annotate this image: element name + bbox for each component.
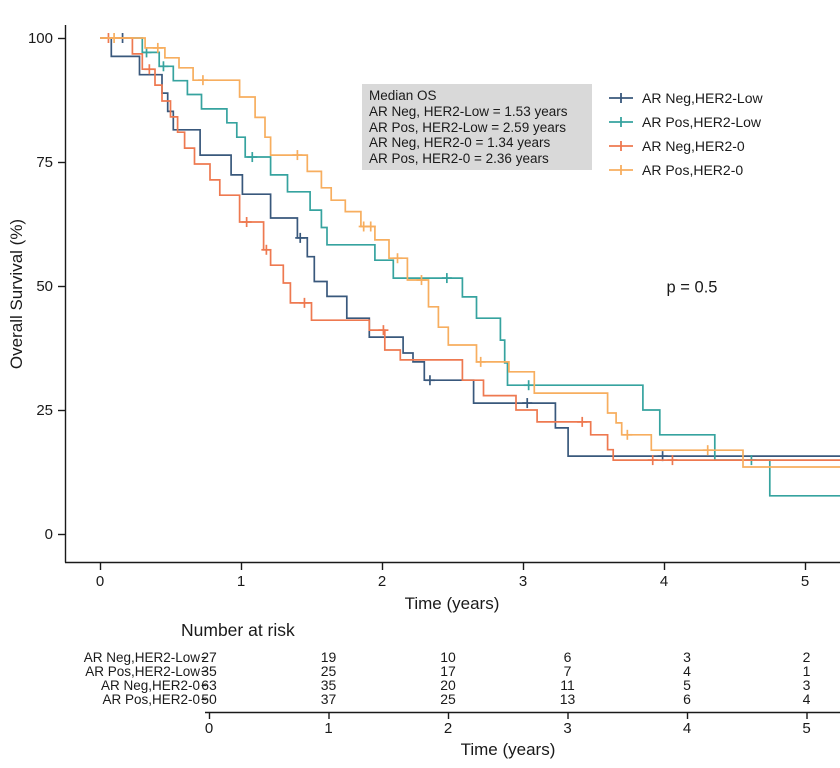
risk-count-ar-neg-her2-low-t3: 6 xyxy=(564,649,572,665)
risk-row-label-ar-neg-her2-low: AR Neg,HER2-Low xyxy=(84,650,201,665)
risk-count-ar-neg-her2-0-t0: 63 xyxy=(201,677,217,693)
legend-label: AR Pos,HER2-0 xyxy=(642,162,744,178)
x-axis-tick-label: 3 xyxy=(519,573,527,590)
x-axis-title: Time (years) xyxy=(404,594,500,613)
risk-count-ar-neg-her2-low-t0: 27 xyxy=(201,649,217,665)
legend-label: AR Neg,HER2-Low xyxy=(642,90,763,106)
median-os-line: AR Pos, HER2-Low = 2.59 years xyxy=(369,119,566,135)
legend-item-ar-neg-her2-0: AR Neg,HER2-0 xyxy=(608,134,763,158)
risk-count-ar-pos-her2-low-t4: 4 xyxy=(683,663,691,679)
km-curve-ar-neg-her2-0 xyxy=(100,37,840,461)
legend-key-icon xyxy=(609,141,633,151)
risk-count-ar-neg-her2-0-t3: 11 xyxy=(560,677,575,693)
risk-row-label-ar-neg-her2-0: AR Neg,HER2-0 xyxy=(101,678,200,693)
risk-count-ar-pos-her2-low-t3: 7 xyxy=(564,663,572,679)
risk-axis-tick-label: 0 xyxy=(205,720,213,737)
risk-count-ar-neg-her2-low-t5: 2 xyxy=(803,649,811,665)
risk-count-ar-pos-her2-0-t4: 6 xyxy=(683,691,691,707)
y-axis-tick-label: 0 xyxy=(45,526,53,543)
y-axis-title: Overall Survival (%) xyxy=(7,218,26,370)
x-axis-tick-label: 2 xyxy=(378,573,386,590)
risk-row-label-ar-pos-her2-low: AR Pos,HER2-Low xyxy=(85,664,200,679)
km-curve-ar-pos-her2-0 xyxy=(100,37,840,468)
risk-count-ar-neg-her2-0-t4: 5 xyxy=(683,677,691,693)
legend-label: AR Pos,HER2-Low xyxy=(642,114,762,130)
risk-axis-tick-label: 3 xyxy=(563,720,571,737)
median-os-line: AR Neg, HER2-0 = 1.34 years xyxy=(369,135,551,151)
median-os-box: Median OS AR Neg, HER2-Low = 1.53 years A… xyxy=(362,84,592,170)
legend-item-ar-pos-her2-0: AR Pos,HER2-0 xyxy=(608,158,763,182)
risk-axis-tick-label: 2 xyxy=(444,720,452,737)
y-axis-tick-label: 50 xyxy=(36,278,53,295)
risk-count-ar-neg-her2-0-t1: 35 xyxy=(321,677,337,693)
km-curve-ar-pos-her2-low xyxy=(100,37,840,497)
risk-count-ar-neg-her2-0-t2: 20 xyxy=(440,677,456,693)
risk-axis-tick-label: 1 xyxy=(324,720,332,737)
legend-item-ar-neg-her2-low: AR Neg,HER2-Low xyxy=(608,86,763,110)
risk-x-axis-title: Time (years) xyxy=(460,740,556,759)
risk-count-ar-pos-her2-0-t2: 25 xyxy=(440,691,456,707)
risk-count-ar-pos-her2-0-t1: 37 xyxy=(321,691,337,707)
x-axis-tick-label: 4 xyxy=(660,573,668,590)
risk-count-ar-pos-her2-0-t5: 4 xyxy=(803,691,811,707)
risk-count-ar-neg-her2-low-t4: 3 xyxy=(683,649,691,665)
y-axis-tick-label: 75 xyxy=(36,154,53,171)
x-axis-tick-label: 5 xyxy=(801,573,809,590)
risk-count-ar-pos-her2-low-t1: 25 xyxy=(321,663,337,679)
legend: AR Neg,HER2-Low AR Pos,HER2-Low AR Neg,HER… xyxy=(608,86,763,182)
x-axis-tick-label: 0 xyxy=(96,573,104,590)
risk-axis-tick-label: 4 xyxy=(683,720,691,737)
legend-item-ar-pos-her2-low: AR Pos,HER2-Low xyxy=(608,110,763,134)
legend-key-icon xyxy=(609,93,633,103)
y-axis-tick-label: 25 xyxy=(36,402,53,419)
risk-count-ar-neg-her2-0-t5: 3 xyxy=(803,677,811,693)
median-os-line: AR Neg, HER2-Low = 1.53 years xyxy=(369,103,568,119)
legend-key-icon xyxy=(609,165,633,175)
risk-count-ar-pos-her2-low-t5: 1 xyxy=(803,663,811,679)
p-value-label: p = 0.5 xyxy=(666,278,718,297)
y-axis-tick-label: 100 xyxy=(28,30,53,47)
legend-label: AR Neg,HER2-0 xyxy=(642,138,745,154)
median-os-line: AR Pos, HER2-0 = 2.36 years xyxy=(369,151,549,167)
risk-count-ar-neg-her2-low-t1: 19 xyxy=(321,649,337,665)
risk-table-title: Number at risk xyxy=(181,620,295,640)
x-axis-tick-label: 1 xyxy=(237,573,245,590)
risk-count-ar-pos-her2-low-t0: 35 xyxy=(201,663,217,679)
risk-count-ar-neg-her2-low-t2: 10 xyxy=(440,649,456,665)
km-curve-ar-neg-her2-low xyxy=(100,37,840,457)
median-os-lines: AR Neg, HER2-Low = 1.53 years AR Pos, HER… xyxy=(369,104,592,167)
median-os-title: Median OS xyxy=(369,88,437,103)
risk-count-ar-pos-her2-low-t2: 17 xyxy=(440,663,456,679)
risk-count-ar-pos-her2-0-t3: 13 xyxy=(560,691,576,707)
risk-axis-tick-label: 5 xyxy=(802,720,810,737)
legend-key-icon xyxy=(609,117,633,127)
risk-row-label-ar-pos-her2-0: AR Pos,HER2-0 xyxy=(102,692,200,707)
risk-count-ar-pos-her2-0-t0: 50 xyxy=(201,691,217,707)
